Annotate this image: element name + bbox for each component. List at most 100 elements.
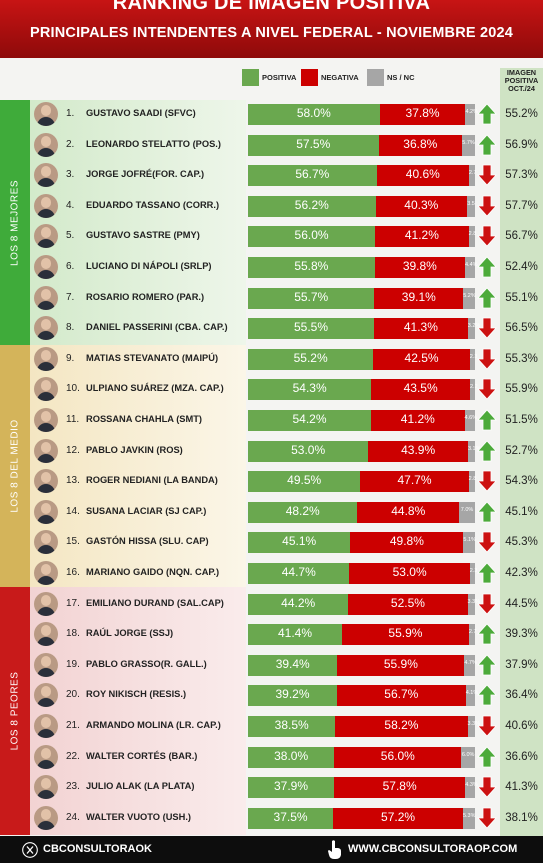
ranking-row: 23. JULIO ALAK (LA PLATA) 37.9% 57.8% 4.3% 41… xyxy=(0,774,543,800)
data-label-nsnc: 4.4% xyxy=(465,262,478,268)
ranking-row: 21. ARMANDO MOLINA (LR. CAP.) 38.5% 58.2% 3.… xyxy=(0,713,543,739)
avatar xyxy=(34,132,58,157)
intendente-name: MARIANO GAIDO (NQN. CAP.) xyxy=(86,567,220,577)
bar-negativa xyxy=(333,807,463,829)
bar-positiva xyxy=(248,287,375,309)
avatar-face xyxy=(41,686,51,698)
intendente-name: ARMANDO MOLINA (LR. CAP.) xyxy=(86,720,221,730)
trend-arrow-shape xyxy=(477,776,497,798)
data-label-nsnc: 3.1% xyxy=(467,445,481,452)
previous-value: 52.4% xyxy=(505,261,538,273)
data-label-positiva: 44.7% xyxy=(281,565,316,579)
data-label-nsnc: 3.3% xyxy=(467,721,481,727)
ranking-row: 8. DANIEL PASSERINI (CBA. CAP.) 55.5% 41.3%… xyxy=(0,315,543,341)
avatar-body xyxy=(37,117,55,126)
bar-negativa xyxy=(376,165,469,187)
trend-arrow-shape xyxy=(477,807,497,829)
avatar xyxy=(34,591,58,616)
ranking-row: 4. EDUARDO TASSANO (CORR.) 56.2% 40.3% 3.5 57… xyxy=(0,193,543,219)
ranking-row: 15. GASTÓN HISSA (SLU. CAP) 45.1% 49.8% 5.1%… xyxy=(0,529,543,555)
previous-value: 56.7% xyxy=(505,230,538,243)
data-label-positiva: 53.0% xyxy=(291,442,326,457)
bar-nsnc xyxy=(463,532,475,554)
avatar xyxy=(34,469,58,494)
trend-down-arrow-icon xyxy=(477,531,497,553)
previous-value: 36.6% xyxy=(505,750,538,763)
ranking-row: 22. WALTER CORTÉS (BAR.) 38.0% 56.0% 6.0% 36.… xyxy=(0,744,543,770)
group-bar-middle xyxy=(0,345,30,587)
avatar-face xyxy=(41,380,51,392)
avatar xyxy=(34,775,58,800)
legend-swatch-negativa xyxy=(301,69,318,86)
bar-nsnc xyxy=(470,379,475,401)
bar-nsnc xyxy=(468,165,475,187)
prev-header-line-1: IMAGEN xyxy=(506,68,537,77)
ranking-row: 17. EMILIANO DURAND (SAL.CAP) 44.2% 52.5% 3.… xyxy=(0,591,543,617)
avatar-face xyxy=(41,105,51,116)
ranking-row: 6. LUCIANO DI NÁPOLI (SRLP) 55.8% 39.8% 4.4%… xyxy=(0,254,543,280)
bar-nsnc xyxy=(469,563,475,584)
avatar xyxy=(34,224,58,249)
data-label-positiva: 54.3% xyxy=(292,381,327,396)
previous-value: 42.3% xyxy=(505,567,538,579)
trend-down-arrow-icon xyxy=(477,715,497,737)
trend-up-arrow-icon xyxy=(477,133,497,155)
data-label-negativa: 44.8% xyxy=(391,503,426,518)
previous-value: 45.3% xyxy=(505,536,538,549)
footer-website: WWW.CBCONSULTORAOP.COM xyxy=(348,843,518,855)
x-logo-icon xyxy=(22,842,38,858)
avatar xyxy=(34,193,58,218)
bar-nsnc xyxy=(465,257,475,278)
data-label-negativa: 41.2% xyxy=(404,228,439,243)
data-label-nsnc: 5.3% xyxy=(462,812,476,819)
intendente-name: EMILIANO DURAND (SAL.CAP) xyxy=(86,597,224,608)
bar-negativa xyxy=(360,471,469,493)
bar-nsnc xyxy=(464,410,475,431)
data-label-nsnc: 2.3 xyxy=(469,568,478,574)
bar-positiva xyxy=(248,716,336,737)
intendente-name: JULIO ALAK (LA PLATA) xyxy=(86,781,195,792)
rank-number: 20. xyxy=(66,689,80,701)
page-subtitle: PRINCIPALES INTENDENTES A NIVEL FEDERAL … xyxy=(29,25,514,41)
trend-arrow-shape xyxy=(477,501,497,523)
bar-nsnc xyxy=(465,685,475,707)
previous-value: 38.1% xyxy=(505,811,538,824)
data-label-nsnc: 2.8 xyxy=(468,231,477,238)
bar-positiva xyxy=(248,746,335,768)
rank-number: 17. xyxy=(66,597,80,609)
avatar-face xyxy=(41,594,51,606)
legend-label-positiva: POSITIVA xyxy=(262,73,297,82)
avatar-body xyxy=(37,270,55,279)
ranking-row: 20. ROY NIKISCH (RESIS.) 39.2% 56.7% 4.1% 36.… xyxy=(0,682,543,708)
data-label-nsnc: 5.2% xyxy=(463,292,476,299)
previous-value: 52.7% xyxy=(505,444,538,457)
avatar-face xyxy=(41,319,51,331)
bar-positiva xyxy=(248,195,376,217)
data-label-negativa: 42.5% xyxy=(404,350,439,365)
avatar-face xyxy=(41,258,51,269)
rank-number: 5. xyxy=(66,230,75,242)
bar-nsnc xyxy=(461,746,475,768)
trend-arrow-shape xyxy=(477,654,497,676)
intendente-name: WALTER VUOTO (USH.) xyxy=(86,811,192,822)
rank-number: 3. xyxy=(66,169,75,181)
ranking-row: 1. GUSTAVO SAADI (SFVC) 58.0% 37.8% 4.2% 55.2… xyxy=(0,101,543,127)
avatar-face xyxy=(41,472,51,484)
intendente-name: MATIAS STEVANATO (MAIPÚ) xyxy=(86,352,219,363)
bar-nsnc xyxy=(462,807,475,829)
intendente-name: LUCIANO DI NÁPOLI (SRLP) xyxy=(86,261,212,271)
data-label-positiva: 56.2% xyxy=(294,197,329,212)
avatar-face xyxy=(41,349,51,361)
data-label-negativa: 52.5% xyxy=(390,595,425,610)
rank-number: 10. xyxy=(66,383,80,395)
avatar xyxy=(34,255,58,279)
trend-down-arrow-icon xyxy=(477,195,497,217)
trend-arrow-shape xyxy=(477,348,497,370)
bar-nsnc xyxy=(467,318,475,340)
bar-negativa xyxy=(379,104,466,125)
trend-arrow-shape xyxy=(477,409,497,431)
bar-negativa xyxy=(375,195,468,217)
trend-arrow-shape xyxy=(477,225,497,247)
bar-positiva xyxy=(248,104,380,125)
avatar xyxy=(34,438,58,463)
